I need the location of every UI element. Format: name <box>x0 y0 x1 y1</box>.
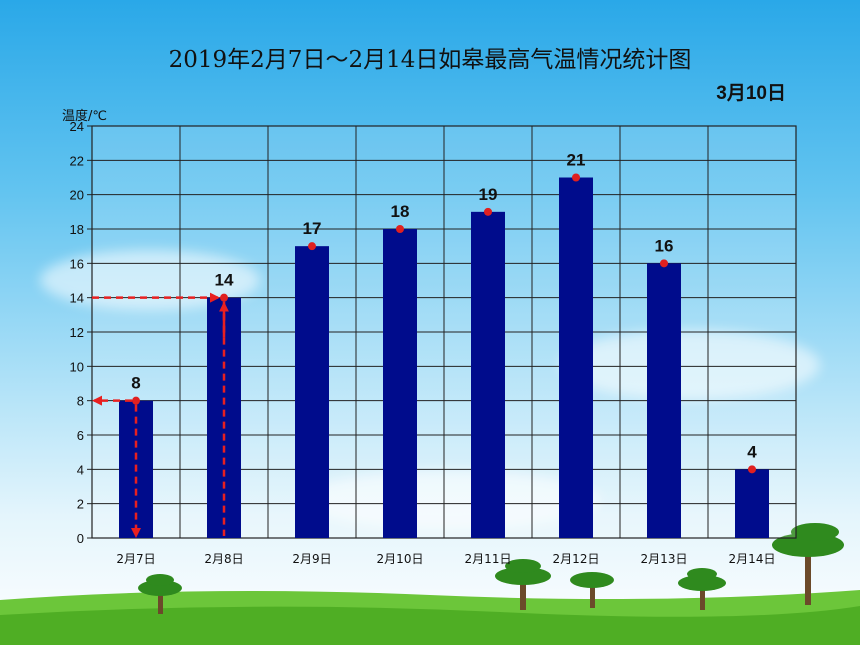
data-label: 17 <box>303 219 322 238</box>
y-tick-label: 10 <box>70 359 84 374</box>
y-tick-label: 14 <box>70 291 84 306</box>
cloud <box>560 330 820 400</box>
data-label: 19 <box>479 185 498 204</box>
y-axis-label: 温度/℃ <box>62 108 107 124</box>
x-tick-label: 2月10日 <box>377 552 424 566</box>
date-label: 3月10日 <box>716 83 786 104</box>
y-tick-label: 6 <box>77 428 84 443</box>
data-point <box>308 242 316 251</box>
chart-title: 2019年2月7日～2月14日如皋最高气温情况统计图 <box>168 47 692 73</box>
data-label: 4 <box>747 442 757 461</box>
y-tick-label: 18 <box>70 222 84 237</box>
x-tick-label: 2月11日 <box>465 552 512 566</box>
data-label: 8 <box>131 374 140 393</box>
y-tick-label: 16 <box>70 256 84 271</box>
data-point <box>220 293 228 302</box>
tree-icon <box>570 572 614 608</box>
y-tick-label: 20 <box>70 188 84 203</box>
bar <box>735 469 769 538</box>
y-tick-label: 0 <box>77 531 84 546</box>
data-point <box>484 207 492 216</box>
data-point <box>132 396 140 405</box>
landscape-decoration <box>0 523 860 645</box>
bar <box>559 177 593 538</box>
tree-icon <box>495 559 551 610</box>
data-label: 18 <box>391 202 410 221</box>
data-point <box>748 465 756 474</box>
x-tick-label: 2月12日 <box>553 552 600 566</box>
bar <box>295 246 329 538</box>
tree-icon <box>678 568 726 610</box>
data-label: 21 <box>567 151 586 170</box>
tree-icon <box>138 574 182 614</box>
y-tick-label: 8 <box>77 394 84 409</box>
x-tick-label: 2月8日 <box>204 552 243 566</box>
y-tick-label: 22 <box>70 153 84 168</box>
bar <box>383 229 417 538</box>
cloud <box>300 470 600 530</box>
x-tick-label: 2月13日 <box>641 552 688 566</box>
y-tick-label: 2 <box>77 497 84 512</box>
y-tick-label: 12 <box>70 325 84 340</box>
data-point <box>396 225 404 233</box>
data-label: 16 <box>655 236 674 255</box>
bar <box>471 211 505 539</box>
x-tick-label: 2月14日 <box>729 552 776 566</box>
x-tick-label: 2月7日 <box>116 552 155 566</box>
data-point <box>572 173 580 182</box>
data-label: 14 <box>215 271 234 290</box>
tree-icon <box>772 523 844 605</box>
y-tick-label: 4 <box>77 462 84 477</box>
bar <box>647 263 681 538</box>
y-tick-label: 24 <box>70 119 84 134</box>
data-point <box>660 259 668 268</box>
x-tick-label: 2月9日 <box>292 552 331 566</box>
